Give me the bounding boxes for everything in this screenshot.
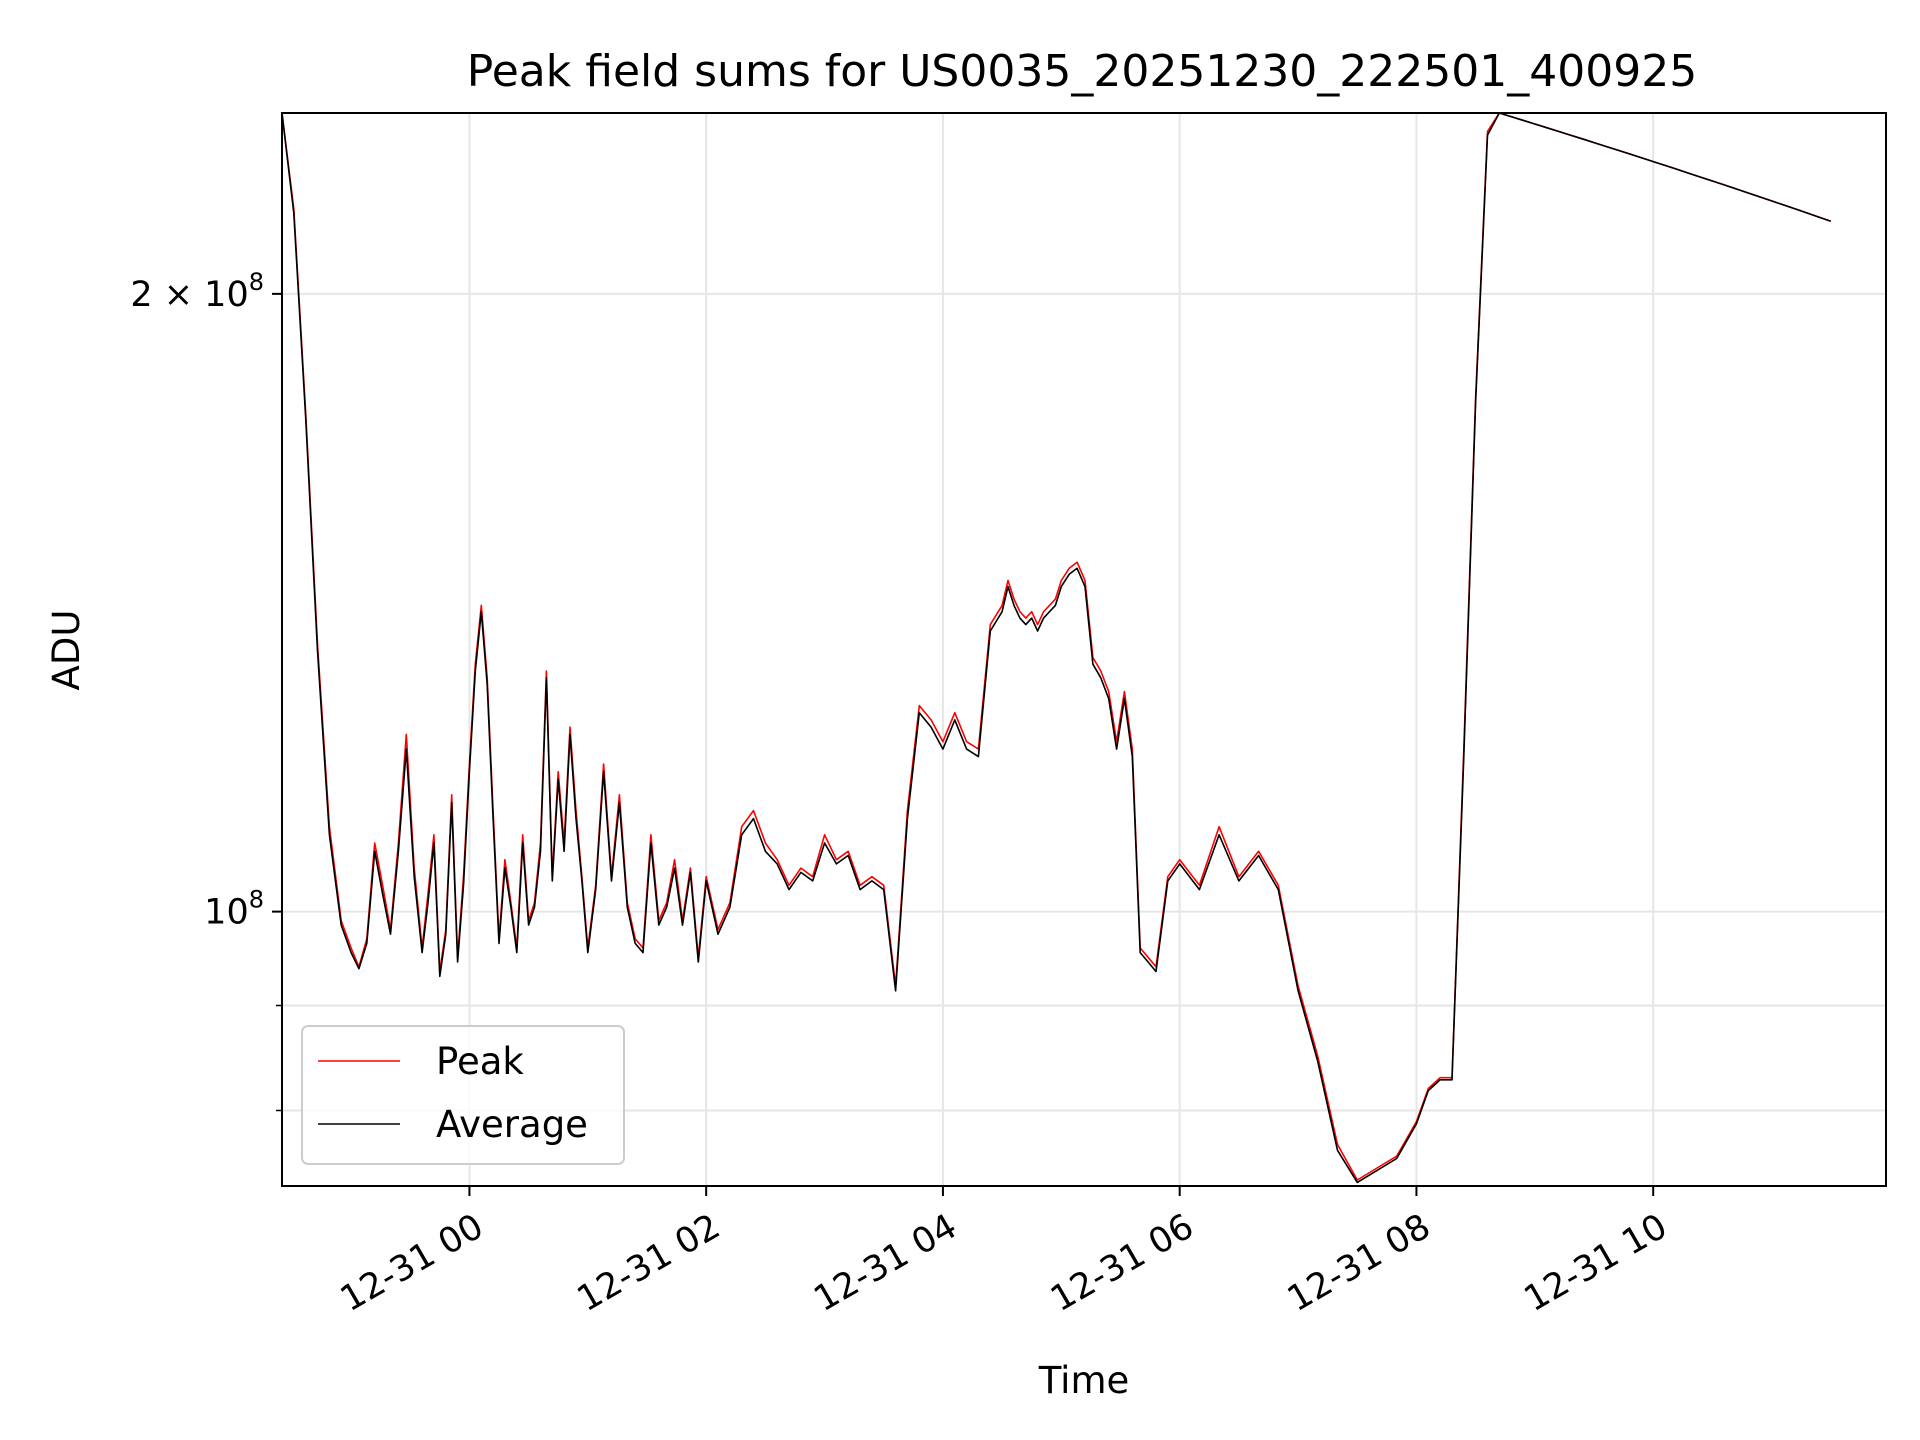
y-axis: 108 2 × 108 bbox=[130, 268, 282, 1112]
legend-peak-label: Peak bbox=[436, 1040, 524, 1083]
plot-frame bbox=[281, 112, 1887, 1187]
y-tick-label-1: 2 × 108 bbox=[130, 268, 264, 315]
y-tick-label-0: 108 bbox=[204, 886, 264, 933]
y-axis-label: ADU bbox=[45, 610, 88, 691]
series-layer bbox=[282, 113, 1832, 1184]
legend: Peak Average bbox=[301, 1025, 625, 1165]
legend-average-label: Average bbox=[436, 1103, 588, 1146]
chart-title: Peak field sums for US0035_20251230_2225… bbox=[467, 46, 1697, 97]
series-line-average bbox=[282, 113, 1832, 1184]
x-axis-label: Time bbox=[1038, 1359, 1130, 1402]
